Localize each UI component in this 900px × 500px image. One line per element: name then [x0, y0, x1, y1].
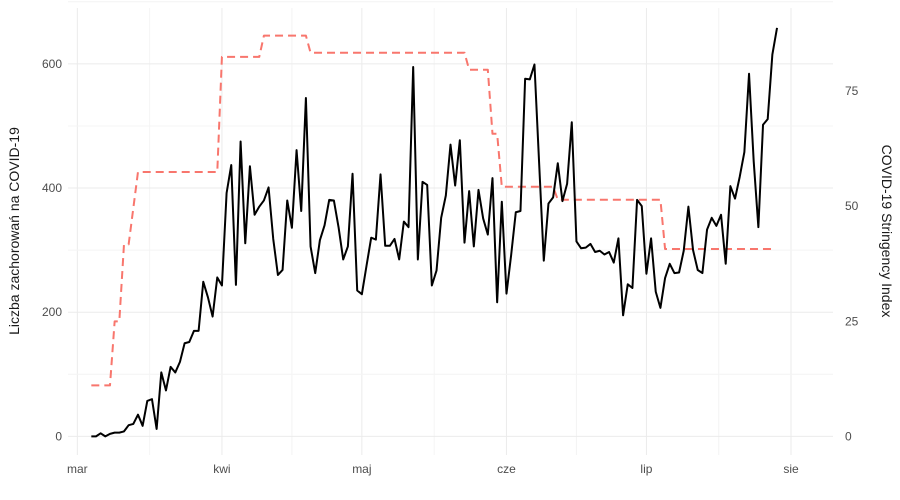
grid: [68, 1, 833, 455]
y-right-tick-label: 25: [845, 314, 859, 328]
x-tick-label: cze: [497, 462, 516, 476]
series-layer: [91, 27, 779, 438]
x-tick-label: maj: [352, 462, 371, 476]
y-right-axis-title: COVID-19 Stringency Index: [879, 145, 895, 318]
y-right-tick-label: 75: [845, 84, 859, 98]
x-tick-label: sie: [783, 462, 799, 476]
y-left-axis-ticks: 0 200 400 600: [42, 57, 62, 444]
x-tick-label: lip: [640, 462, 652, 476]
y-right-axis-ticks: 0 25 50 75: [845, 84, 859, 444]
stringency-index-line: [91, 34, 773, 387]
y-right-tick-label: 50: [845, 199, 859, 213]
cases-line: [91, 27, 779, 438]
x-tick-label: kwi: [213, 462, 230, 476]
y-left-tick-label: 400: [42, 181, 62, 195]
x-tick-label: mar: [67, 462, 88, 476]
y-left-tick-label: 200: [42, 305, 62, 319]
y-left-tick-label: 0: [55, 429, 62, 443]
y-left-tick-label: 600: [42, 57, 62, 71]
x-axis-ticks: mar kwi maj cze lip sie: [67, 462, 799, 476]
y-left-axis-title: Liczba zachorowań na COVID-19: [6, 127, 22, 335]
y-right-tick-label: 0: [845, 430, 852, 444]
